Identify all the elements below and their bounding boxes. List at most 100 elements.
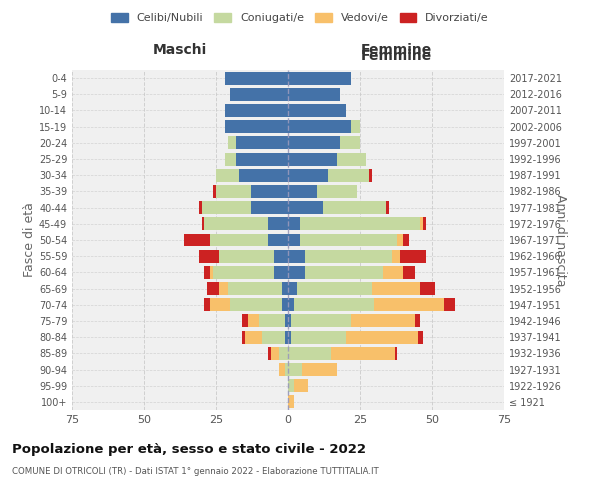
Bar xyxy=(219,282,227,295)
Bar xyxy=(210,298,230,311)
Bar xyxy=(403,234,409,246)
Bar xyxy=(302,363,337,376)
Bar xyxy=(288,379,294,392)
Y-axis label: Anni di nascita: Anni di nascita xyxy=(554,194,568,286)
Bar xyxy=(371,282,421,295)
Bar xyxy=(202,201,251,214)
Bar xyxy=(245,330,262,344)
Bar xyxy=(383,266,403,279)
Bar xyxy=(397,234,403,246)
Bar xyxy=(392,250,400,262)
Bar xyxy=(271,347,280,360)
Bar xyxy=(352,120,360,133)
Bar xyxy=(199,250,219,262)
Bar xyxy=(305,266,383,279)
Bar xyxy=(288,250,305,262)
Bar xyxy=(224,104,288,117)
Bar xyxy=(288,330,291,344)
Bar xyxy=(208,282,219,295)
Bar xyxy=(236,136,288,149)
Bar xyxy=(418,330,424,344)
Bar xyxy=(299,234,397,246)
Bar xyxy=(340,136,360,149)
Bar xyxy=(288,104,346,117)
Bar xyxy=(288,185,317,198)
Bar xyxy=(288,169,328,181)
Bar xyxy=(236,152,288,166)
Bar xyxy=(282,282,288,295)
Bar xyxy=(386,201,389,214)
Bar xyxy=(288,363,302,376)
Bar xyxy=(288,218,299,230)
Bar xyxy=(368,169,371,181)
Bar xyxy=(205,298,210,311)
Bar xyxy=(288,266,305,279)
Bar xyxy=(403,266,415,279)
Bar xyxy=(242,314,248,328)
Bar xyxy=(216,185,251,198)
Bar xyxy=(210,234,268,246)
Bar xyxy=(288,136,340,149)
Bar xyxy=(251,201,288,214)
Bar xyxy=(242,330,245,344)
Bar xyxy=(219,250,274,262)
Bar xyxy=(280,347,288,360)
Bar xyxy=(285,314,288,328)
Bar xyxy=(202,218,205,230)
Text: Femmine: Femmine xyxy=(361,43,431,57)
Bar xyxy=(395,347,397,360)
Bar xyxy=(230,88,288,101)
Bar xyxy=(317,185,357,198)
Bar xyxy=(259,314,285,328)
Bar xyxy=(184,234,210,246)
Bar xyxy=(294,379,308,392)
Bar xyxy=(224,120,288,133)
Bar xyxy=(230,298,282,311)
Bar xyxy=(227,282,282,295)
Bar xyxy=(227,136,236,149)
Bar xyxy=(274,266,288,279)
Bar xyxy=(443,298,455,311)
Bar xyxy=(210,266,213,279)
Bar xyxy=(268,347,271,360)
Bar xyxy=(328,169,368,181)
Bar xyxy=(248,314,259,328)
Bar xyxy=(291,330,346,344)
Bar xyxy=(288,298,294,311)
Bar xyxy=(296,282,371,295)
Bar xyxy=(288,234,299,246)
Bar xyxy=(274,250,288,262)
Text: Maschi: Maschi xyxy=(153,43,207,57)
Bar xyxy=(424,218,426,230)
Bar xyxy=(299,218,421,230)
Bar xyxy=(216,169,239,181)
Bar xyxy=(323,201,386,214)
Bar xyxy=(288,282,296,295)
Bar xyxy=(280,363,285,376)
Bar xyxy=(213,185,216,198)
Bar xyxy=(268,218,288,230)
Bar xyxy=(224,152,236,166)
Bar xyxy=(288,314,291,328)
Bar xyxy=(224,72,288,85)
Bar xyxy=(285,330,288,344)
Bar xyxy=(291,314,352,328)
Bar xyxy=(352,314,415,328)
Text: Femmine: Femmine xyxy=(361,49,431,63)
Bar xyxy=(346,330,418,344)
Bar xyxy=(337,152,366,166)
Legend: Celibi/Nubili, Coniugati/e, Vedovi/e, Divorziati/e: Celibi/Nubili, Coniugati/e, Vedovi/e, Di… xyxy=(107,8,493,28)
Bar xyxy=(415,314,421,328)
Bar xyxy=(288,347,331,360)
Bar xyxy=(199,201,202,214)
Bar xyxy=(288,201,323,214)
Bar xyxy=(294,298,374,311)
Bar xyxy=(268,234,288,246)
Bar xyxy=(374,298,443,311)
Bar xyxy=(288,152,337,166)
Bar xyxy=(285,363,288,376)
Bar xyxy=(421,218,424,230)
Bar xyxy=(288,88,340,101)
Bar xyxy=(239,169,288,181)
Text: COMUNE DI OTRICOLI (TR) - Dati ISTAT 1° gennaio 2022 - Elaborazione TUTTITALIA.I: COMUNE DI OTRICOLI (TR) - Dati ISTAT 1° … xyxy=(12,468,379,476)
